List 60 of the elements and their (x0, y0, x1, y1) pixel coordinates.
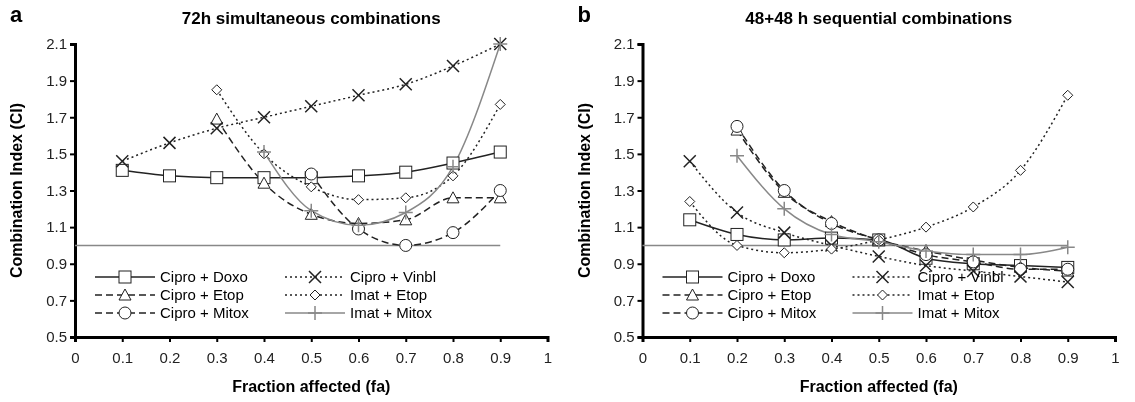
x-tick-label: 0.3 (774, 349, 796, 366)
y-tick-label: 1.3 (46, 181, 67, 199)
y-tick-label: 1.7 (46, 108, 67, 126)
legend-label: Imat + Etop (350, 286, 428, 303)
x-tick-label: 0.5 (301, 349, 323, 366)
text: a (10, 2, 23, 27)
y-tick-label: 1.9 (46, 71, 67, 89)
x-tick-label: 0 (638, 349, 648, 366)
x-tick-label: 0.9 (490, 349, 512, 366)
y-tick-label: 0.5 (46, 328, 67, 346)
x-tick-label: 0.8 (1010, 349, 1032, 366)
chart-title: 72h simultaneous combinations (181, 9, 441, 28)
legend-label: Cipro + Mitox (727, 304, 817, 321)
x-axis-title: Fraction affected (fa) (799, 378, 958, 395)
legend-label: Cipro + Doxo (160, 268, 248, 285)
legend-label: Cipro + Doxo (727, 268, 816, 285)
chart-title: 48+48 h sequential combinations (745, 9, 1013, 28)
x-tick-label: 1 (543, 349, 553, 366)
legend-label: Cipro + Etop (727, 286, 812, 303)
y-tick-label: 0.9 (613, 255, 635, 273)
x-tick-label: 0.1 (679, 349, 701, 366)
y-tick-label: 0.5 (613, 328, 635, 346)
y-tick-label: 0.7 (613, 291, 635, 309)
x-tick-label: 0.4 (254, 349, 275, 366)
y-tick-label: 1.5 (613, 145, 635, 163)
x-tick-label: 0.2 (727, 349, 748, 366)
x-tick-label: 0.3 (206, 349, 228, 366)
x-tick-label: 0.6 (916, 349, 937, 366)
x-tick-label: 0.4 (821, 349, 843, 366)
x-tick-label: 0.7 (395, 349, 417, 366)
x-tick-label: 1 (1111, 349, 1120, 366)
text: b (577, 2, 591, 27)
legend-label: Cipro + Mitox (160, 304, 250, 321)
y-axis-title: Combination Index (CI) (575, 102, 593, 279)
x-tick-label: 0.8 (443, 349, 464, 366)
legend-label: Imat + Mitox (350, 304, 433, 321)
y-tick-label: 2.1 (46, 35, 67, 53)
x-tick-label: 0.9 (1057, 349, 1079, 366)
x-tick-label: 0.6 (348, 349, 370, 366)
y-tick-label: 1.9 (613, 71, 635, 89)
y-tick-label: 1.3 (613, 181, 635, 199)
x-axis-title: Fraction affected (fa) (232, 378, 391, 395)
legend-label: Cipro + Vinbl (350, 268, 437, 285)
legend-label: Cipro + Vinbl (917, 268, 1004, 285)
legend-label: Imat + Etop (917, 286, 995, 303)
y-tick-label: 2.1 (613, 35, 635, 53)
x-tick-label: 0.5 (868, 349, 890, 366)
x-tick-label: 0.7 (963, 349, 985, 366)
legend-label: Cipro + Etop (160, 286, 244, 303)
y-tick-label: 1.7 (613, 108, 635, 126)
y-axis-title: Combination Index (CI) (8, 102, 25, 279)
y-tick-label: 1.1 (46, 218, 67, 236)
legend-label: Imat + Mitox (917, 304, 1001, 321)
y-tick-label: 1.1 (613, 218, 635, 236)
x-tick-label: 0 (71, 349, 80, 366)
x-tick-label: 0.1 (112, 349, 134, 366)
y-tick-label: 0.7 (46, 291, 67, 309)
y-tick-label: 0.9 (46, 255, 67, 273)
x-tick-label: 0.2 (159, 349, 181, 366)
y-tick-label: 1.5 (46, 145, 67, 163)
